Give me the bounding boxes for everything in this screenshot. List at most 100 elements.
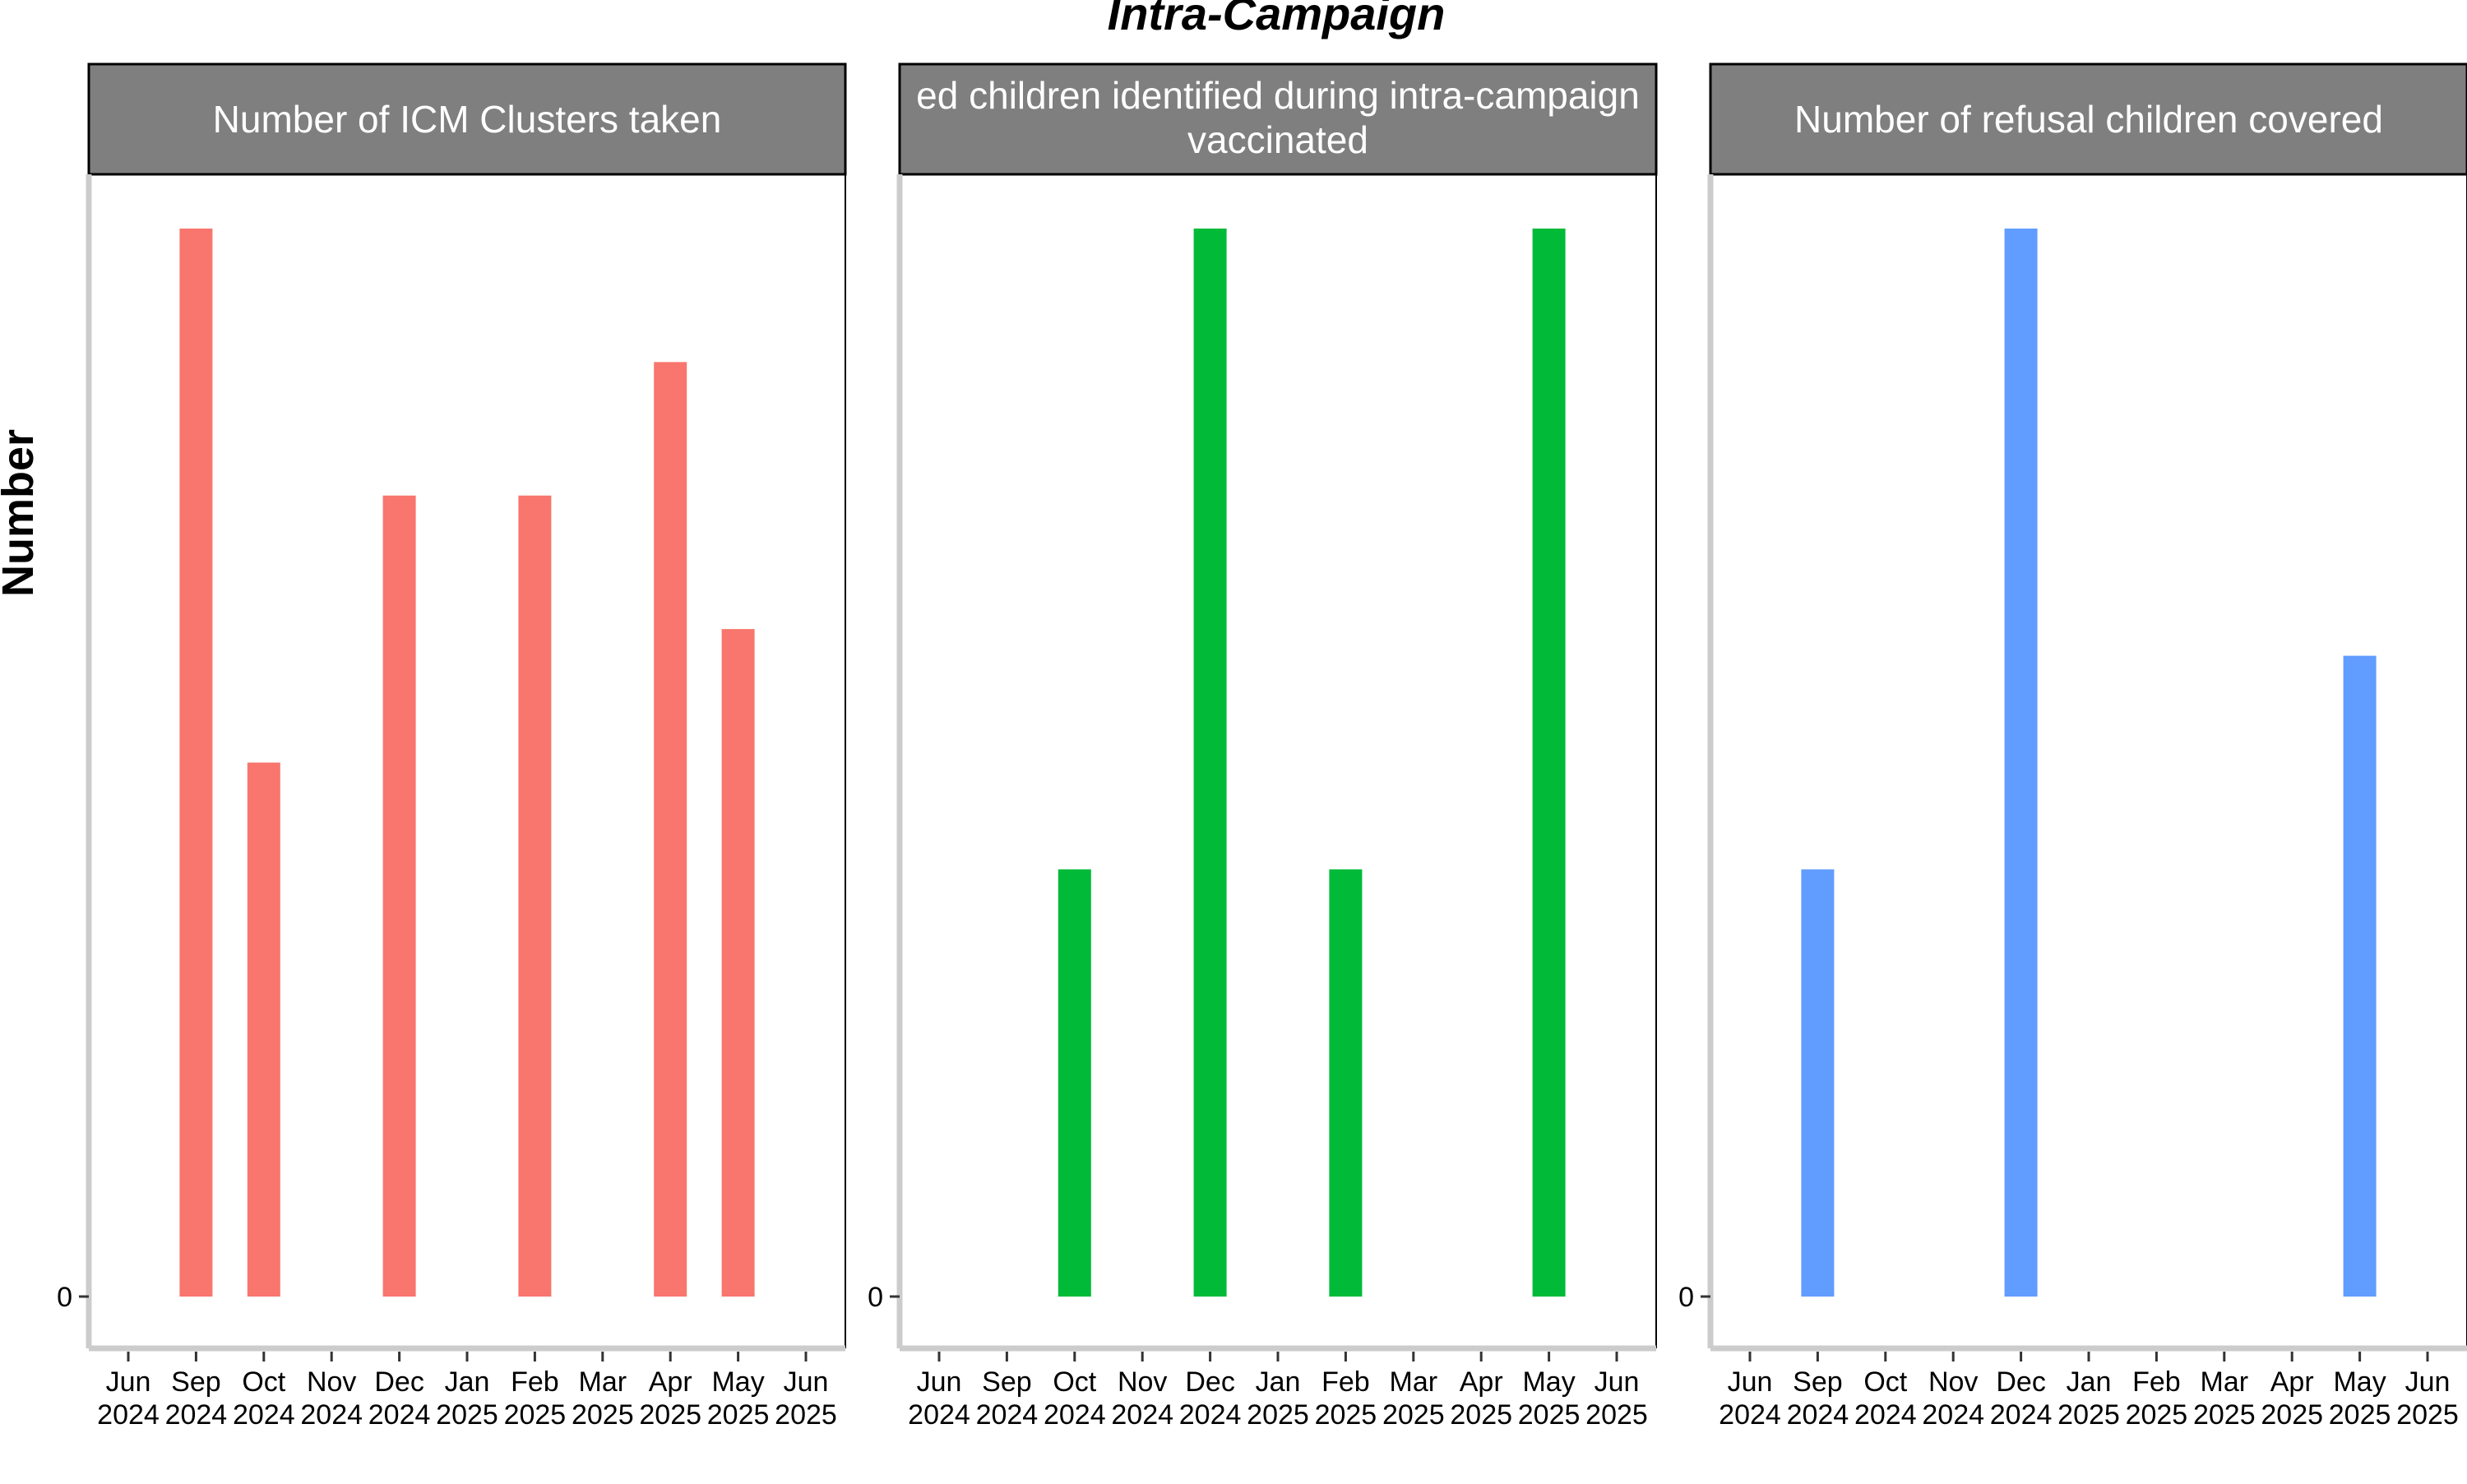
x-tick-label-line: Mar [2201,1366,2249,1398]
x-tick-label-line: 2025 [572,1399,634,1431]
x-tick-label-line: Feb [2132,1366,2181,1398]
x-tick-label-line: Mar [579,1366,627,1398]
x-tick-label-line: Oct [1863,1366,1907,1398]
x-tick-label: Mar 2025 [572,1366,634,1431]
x-tick-label: May 2025 [1518,1366,1581,1431]
x-tick-label: Jun 2024 [908,1366,970,1431]
x-tick-label-line: Jun [917,1366,962,1398]
bar-may-2025 [2343,655,2377,1297]
bar-feb-2025 [518,495,552,1297]
x-tick-label: Oct 2024 [1044,1366,1106,1431]
x-tick-label-line: Nov [1118,1366,1167,1398]
x-tick-label: Apr 2025 [1450,1366,1512,1431]
x-tick-label-line: Sep [982,1366,1032,1398]
x-tick-label-line: Sep [1793,1366,1843,1398]
facet-strip-title: Number of ICM Clusters taken [213,98,722,141]
x-tick-label-line: 2025 [639,1399,701,1431]
x-tick-label-line: Oct [1053,1366,1096,1398]
x-tick-label-line: May [711,1366,764,1398]
x-tick-label-line: 2024 [165,1399,228,1431]
x-tick-label-line: Nov [1928,1366,1978,1398]
x-tick-label-line: 2024 [1111,1399,1173,1431]
x-tick-label-line: Jun [1595,1366,1640,1398]
x-tick-label-line: May [1522,1366,1575,1398]
x-tick-label-line: 2025 [2396,1399,2459,1431]
x-tick-label-line: Jan [445,1366,490,1398]
x-tick-label: Jan 2025 [436,1366,498,1431]
facet-strip [87,62,847,176]
x-tick-label-line: Jun [106,1366,151,1398]
x-tick-label-line: Jan [1256,1366,1301,1398]
x-tick-label-line: Dec [1996,1366,2045,1398]
x-tick-label: Jan 2025 [1247,1366,1309,1431]
x-tick-label-line: Jun [784,1366,829,1398]
x-tick-label-line: 2024 [97,1399,160,1431]
x-tick-label-line: 2025 [2057,1399,2120,1431]
x-tick-label-line: 2025 [1315,1399,1377,1431]
y-tick-label: 0 [57,1282,72,1313]
facet-strip-title: ed children identified during intra-camp… [916,74,1640,117]
x-tick-label: Nov 2024 [300,1366,363,1431]
x-tick-label-line: Oct [242,1366,285,1398]
x-tick-label: Oct 2024 [1854,1366,1917,1431]
x-tick-label-line: Feb [1321,1366,1370,1398]
x-tick-label-line: 2025 [1518,1399,1581,1431]
x-tick-label-line: 2025 [1247,1399,1309,1431]
x-tick-label: Mar 2025 [2193,1366,2256,1431]
facet-strip-title: vaccinated [1187,118,1368,161]
x-tick-label-line: 2025 [1585,1399,1648,1431]
x-tick-label: Apr 2025 [639,1366,701,1431]
x-tick-label-line: Jan [2067,1366,2112,1398]
x-tick-label-line: 2024 [1044,1399,1106,1431]
x-tick-label: Sep 2024 [976,1366,1039,1431]
x-tick-label-line: Dec [1185,1366,1234,1398]
x-tick-label-line: Sep [171,1366,221,1398]
x-tick-label: Jun 2024 [1719,1366,1781,1431]
facet-strip [898,62,1658,176]
x-tick-label: Nov 2024 [1111,1366,1173,1431]
x-tick-label-line: Jun [1728,1366,1773,1398]
facet-strip [1709,62,2467,176]
bar-sep-2024 [179,229,213,1297]
x-tick-label-line: 2025 [707,1399,770,1431]
x-tick-label: Sep 2024 [1787,1366,1849,1431]
x-tick-label-line: 2024 [300,1399,363,1431]
x-tick-label-line: 2024 [1179,1399,1242,1431]
x-tick-label: Dec 2024 [368,1366,431,1431]
facet-strip-title-group: ed children identified during intra-camp… [916,74,1640,161]
y-axis-label: Number [0,429,43,597]
bar-apr-2025 [654,362,687,1297]
x-tick-label-line: Jun [2405,1366,2451,1398]
x-tick-label-line: 2024 [1990,1399,2053,1431]
y-tick-label: 0 [1678,1282,1694,1313]
x-tick-label-line: 2024 [908,1399,970,1431]
x-tick-label-line: 2025 [2193,1399,2256,1431]
x-tick-label-line: Apr [2270,1366,2314,1398]
x-tick-label-line: 2025 [2126,1399,2188,1431]
x-tick-label: Sep 2024 [165,1366,228,1431]
x-tick-label: May 2025 [2329,1366,2391,1431]
bar-sep-2024 [1801,869,1835,1297]
x-tick-label: Dec 2024 [1990,1366,2053,1431]
facet-strip-title-group: Number of refusal children covered [1794,98,2383,141]
x-tick-label-line: 2025 [1450,1399,1512,1431]
x-tick-label-line: 2025 [436,1399,498,1431]
x-tick-label-line: 2025 [775,1399,837,1431]
x-tick-label: Oct 2024 [233,1366,295,1431]
chart-title: Intra-Campaign [1108,0,1446,39]
bar-oct-2024 [247,762,280,1297]
facet-strip-title-group: Number of ICM Clusters taken [213,98,722,141]
x-tick-label: Feb 2025 [2126,1366,2188,1431]
x-tick-label-line: 2024 [368,1399,431,1431]
x-tick-label: Jun 2025 [1585,1366,1648,1431]
x-tick-label-line: 2025 [1382,1399,1445,1431]
x-tick-label: Jun 2025 [775,1366,837,1431]
bar-dec-2024 [2004,229,2038,1297]
bar-may-2025 [721,629,755,1297]
bar-may-2025 [1532,229,1566,1297]
